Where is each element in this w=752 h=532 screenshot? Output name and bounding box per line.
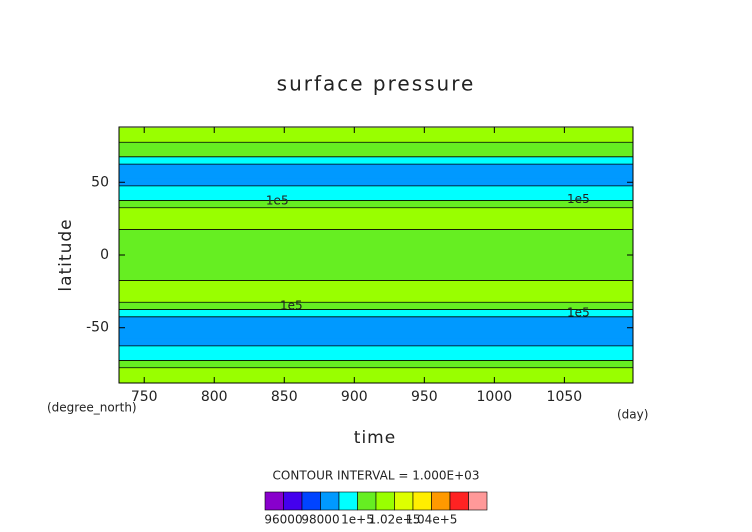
contour-band (119, 251, 633, 260)
contour-band (119, 295, 633, 303)
colorbar-box (412, 491, 432, 511)
contour-band (119, 353, 633, 361)
x-tick-label: 750 (131, 389, 158, 405)
x-axis-label: time (354, 428, 396, 448)
contour-band (119, 375, 633, 383)
contour-interval: CONTOUR INTERVAL = 1.000E+03 (273, 469, 480, 483)
colorbar-label: 1e+5 (341, 513, 374, 527)
contour-band (119, 171, 633, 180)
colorbar-box (394, 491, 414, 511)
contour-label: 1e5 (567, 192, 590, 206)
y-tick-label: -50 (86, 320, 109, 336)
contour-band (119, 273, 633, 281)
colorbar-label: 1.02e+5 (369, 513, 421, 527)
y-tick-label: 0 (100, 247, 109, 263)
contour-band (119, 229, 633, 238)
contour-band (119, 222, 633, 231)
contour-band (119, 287, 633, 296)
contour-band (119, 215, 633, 223)
contour-band (119, 345, 633, 354)
contour-band (119, 185, 633, 194)
contour-band (119, 149, 633, 158)
x-unit: (day) (617, 408, 648, 422)
contour-band (119, 178, 633, 187)
contour-band (119, 280, 633, 289)
x-tick-label: 800 (201, 389, 228, 405)
contour-band (119, 360, 633, 369)
contour-band (119, 331, 633, 340)
contour-band (119, 258, 633, 267)
colorbar-box (449, 491, 469, 511)
contour-band (119, 302, 633, 311)
contour-band (119, 236, 633, 245)
contour-label: 1e5 (280, 298, 303, 312)
x-tick-label: 850 (271, 389, 298, 405)
colorbar-box (431, 491, 451, 511)
colorbar-box (338, 491, 358, 511)
contour-band (119, 156, 633, 165)
x-tick-label: 900 (341, 389, 368, 405)
colorbar-box (320, 491, 340, 511)
contour-band (119, 244, 633, 252)
contour-band (119, 200, 633, 209)
colorbar-box (264, 491, 284, 511)
contour-band (119, 338, 633, 347)
colorbar-label: 96000 (264, 513, 302, 527)
contour-band (119, 324, 633, 332)
contour-band (119, 135, 633, 143)
y-tick-label: 50 (91, 174, 109, 190)
contour-band (119, 142, 633, 151)
colorbar-box (283, 491, 303, 511)
y-axis-label: latitude (56, 218, 76, 291)
colorbar-box (375, 491, 395, 511)
x-tick-label: 1050 (547, 389, 583, 405)
x-tick-label: 1000 (477, 389, 513, 405)
chart-title: surface pressure (277, 72, 476, 96)
colorbar-box (301, 491, 321, 511)
contour-band (119, 309, 633, 318)
contour-band (119, 127, 633, 136)
colorbar-box (357, 491, 377, 511)
contour-band (119, 265, 633, 274)
y-unit: (degree_north) (47, 401, 137, 415)
colorbar-label: 98000 (301, 513, 339, 527)
x-tick-label: 950 (411, 389, 438, 405)
colorbar-label: 1.04e+5 (406, 513, 458, 527)
colorbar-box (468, 491, 488, 511)
contour-band (119, 164, 633, 172)
contour-band (119, 367, 633, 376)
contour-label: 1e5 (567, 306, 590, 320)
contour-band (119, 316, 633, 325)
contour-band (119, 207, 633, 216)
contour-label: 1e5 (266, 194, 289, 208)
contour-band (119, 193, 633, 201)
